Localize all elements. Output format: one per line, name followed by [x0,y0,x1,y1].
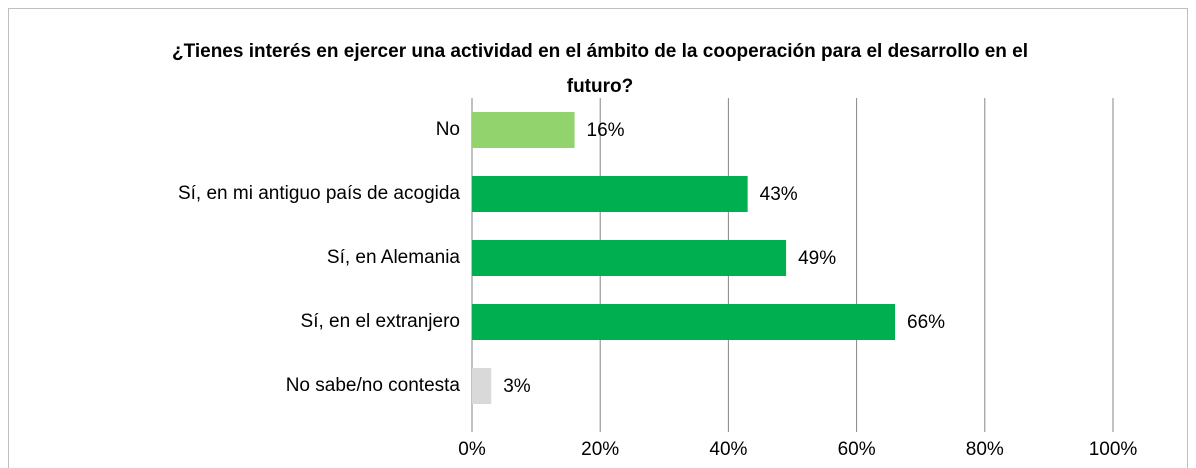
value-label: 49% [798,248,836,269]
x-tick-label: 100% [1089,439,1138,460]
x-tick-label: 0% [458,439,486,460]
value-label: 3% [503,376,531,397]
value-label: 16% [587,120,625,141]
value-label: 66% [907,312,945,333]
y-tick-label: Sí, en Alemania [327,247,461,268]
x-tick-label: 40% [709,439,747,460]
x-tick-label: 80% [966,439,1004,460]
value-label: 43% [760,184,798,205]
y-tick-label: Sí, en el extranjero [301,311,460,332]
bar [472,240,787,276]
y-tick-label: No sabe/no contesta [286,375,461,396]
bar [472,176,748,212]
y-tick-label: No [436,119,460,140]
chart-border [8,8,1188,468]
bar [472,304,896,340]
bar [472,368,492,404]
y-tick-label: Sí, en mi antiguo país de acogida [178,183,460,204]
x-tick-label: 20% [581,439,619,460]
bar [472,112,575,148]
chart-title: ¿Tienes interés en ejercer una actividad… [171,41,1029,97]
x-tick-label: 60% [838,439,876,460]
